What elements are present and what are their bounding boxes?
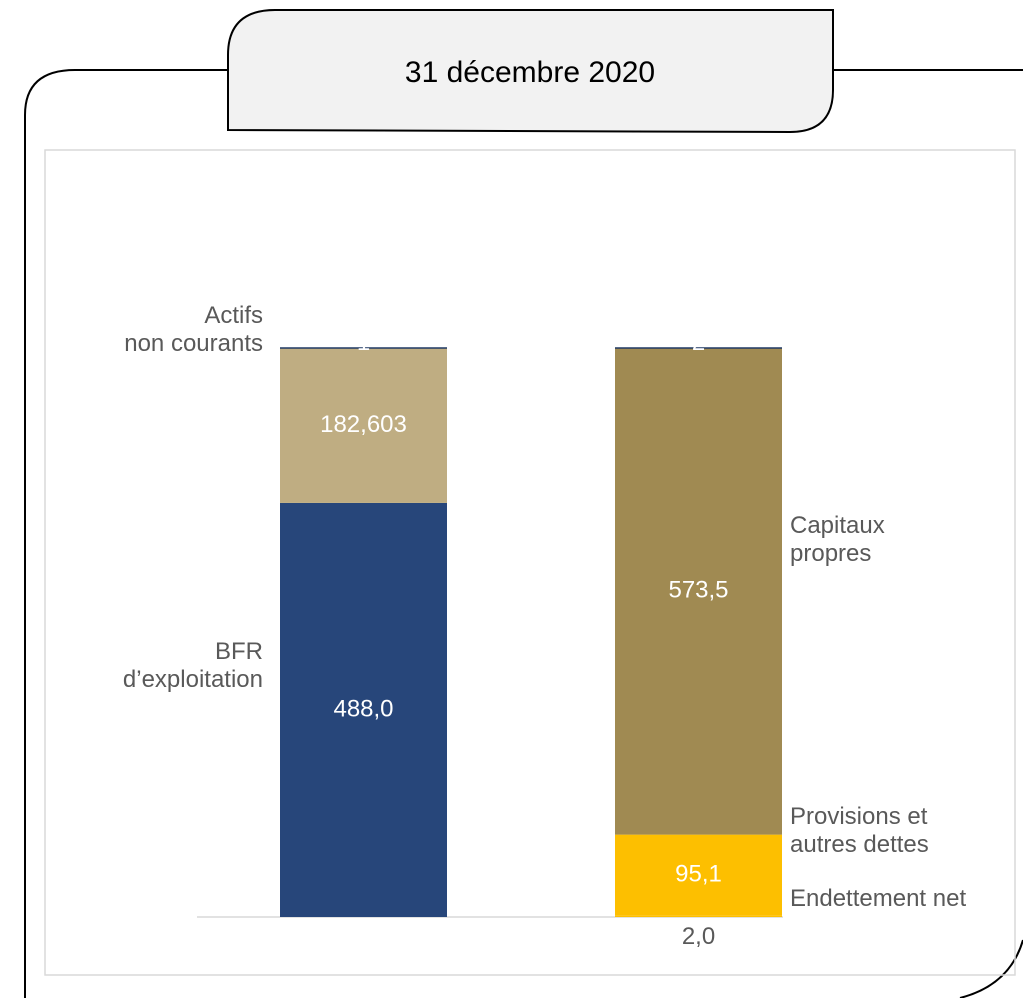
bar-segment [280,348,447,503]
value-label: 95,1 [675,860,722,887]
bar-segment [615,915,782,917]
frame-corner [959,939,1023,998]
category-label: 1 [357,329,370,356]
series-label: Provisions et autres dettes [790,803,929,858]
category-label: 2 [692,329,705,356]
series-label: BFR d’exploitation [122,638,263,693]
chart-title: 31 décembre 2020 [405,56,655,89]
value-label: 182,603 [320,411,407,438]
plot-box [44,149,1016,976]
series-label: Actifs non courants [124,302,263,357]
title-tab [227,9,834,134]
value-label: 573,5 [668,577,728,604]
bar-segment [280,502,447,917]
value-label: 2,0 [682,923,715,950]
series-label: Endettement net [790,885,967,912]
value-label: 488,0 [333,695,393,722]
series-label: Capitaux propres [790,512,885,567]
bar-segment [615,834,782,916]
frame [24,69,1023,998]
bar-segment [615,348,782,835]
